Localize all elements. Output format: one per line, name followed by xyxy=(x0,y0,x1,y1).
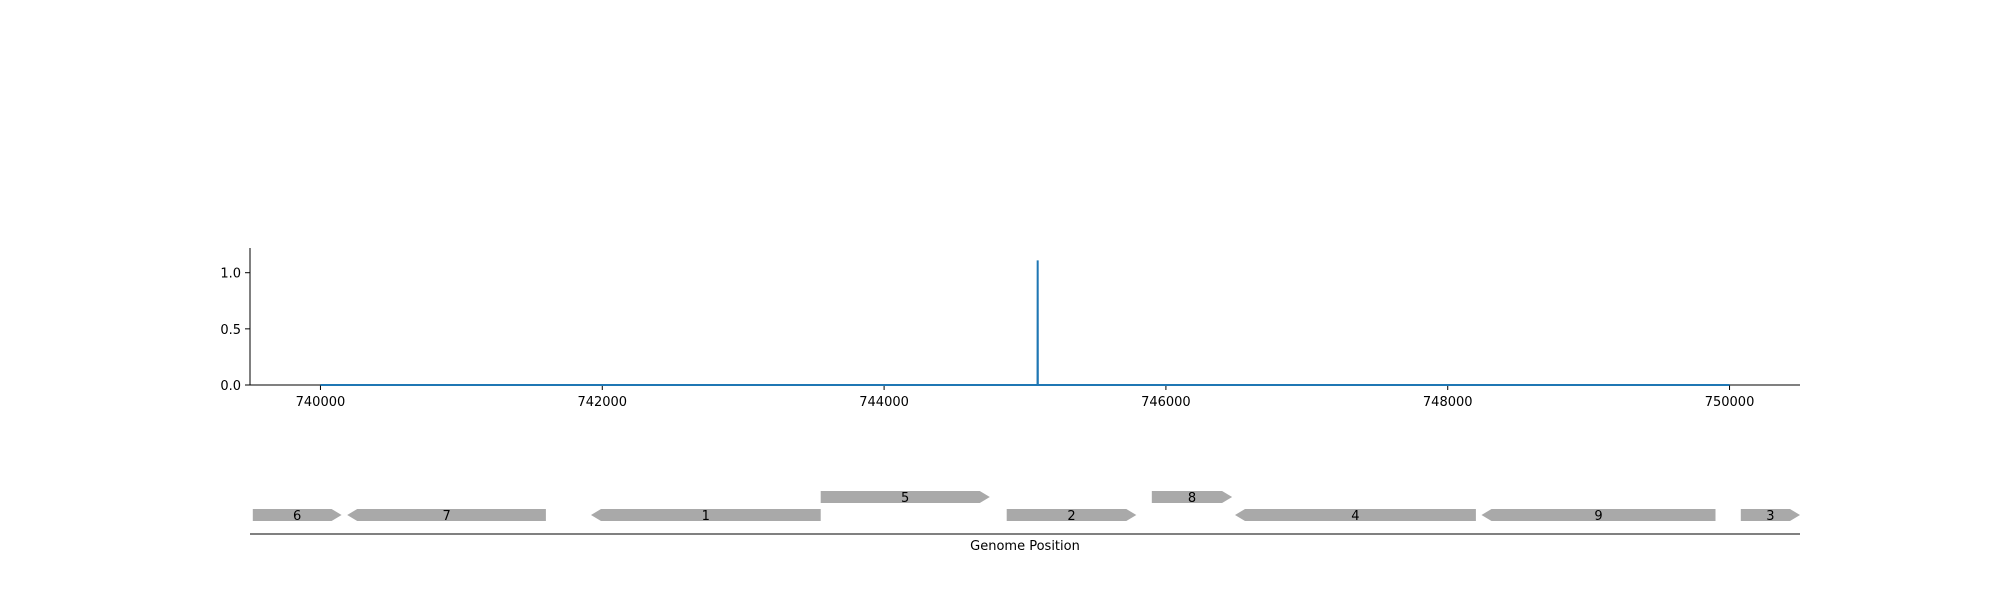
gene-arrow xyxy=(252,509,342,521)
gene-arrow xyxy=(1151,491,1233,503)
gene-arrow xyxy=(1740,509,1800,521)
gene-label: 6 xyxy=(293,509,301,524)
x-ticks: 740000 742000 744000 746000 748000 750000 xyxy=(296,385,1755,410)
x-tick-label: 746000 xyxy=(1141,395,1191,410)
gene-features: 6 7 1 5 2 8 4 9 3 xyxy=(252,491,1800,524)
x-tick-label: 740000 xyxy=(296,395,346,410)
gene-label: 8 xyxy=(1188,491,1196,506)
x-tick-label: 744000 xyxy=(859,395,909,410)
gene-arrow xyxy=(347,509,546,521)
gene-label: 7 xyxy=(442,509,450,524)
signal-line xyxy=(320,260,1730,386)
signal-plot: 0.0 0.5 1.0 740000 742000 744000 746000 748000… xyxy=(220,248,1800,410)
y-tick-label: 1.0 xyxy=(220,267,241,282)
y-tick-label: 0.0 xyxy=(220,379,241,394)
gene-label: 4 xyxy=(1351,509,1359,524)
signal-series xyxy=(320,260,1730,386)
gene-arrow xyxy=(591,509,821,521)
gene-label: 5 xyxy=(901,491,909,506)
gene-label: 9 xyxy=(1594,509,1602,524)
gene-arrow xyxy=(820,491,990,503)
gene-arrow xyxy=(1235,509,1476,521)
gene-label: 3 xyxy=(1766,509,1774,524)
track-x-axis-label: Genome Position xyxy=(970,539,1080,554)
y-ticks: 0.0 0.5 1.0 xyxy=(220,267,250,394)
x-tick-label: 742000 xyxy=(577,395,627,410)
gene-label: 2 xyxy=(1067,509,1075,524)
gene-arrow xyxy=(1481,509,1716,521)
gene-track: 6 7 1 5 2 8 4 9 3 Genome Position xyxy=(250,491,1800,554)
x-tick-label: 748000 xyxy=(1423,395,1473,410)
y-tick-label: 0.5 xyxy=(220,323,241,338)
x-tick-label: 750000 xyxy=(1705,395,1755,410)
gene-label: 1 xyxy=(702,509,710,524)
gene-arrow xyxy=(1006,509,1137,521)
